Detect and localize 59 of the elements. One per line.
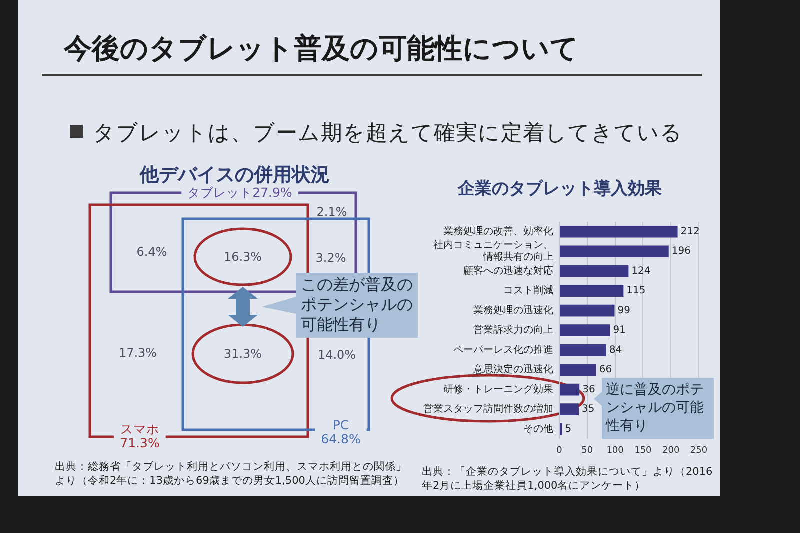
bar (560, 304, 615, 317)
x-tick-label: 250 (690, 446, 708, 456)
bar (560, 344, 606, 356)
text: 16.3% (224, 250, 262, 264)
bar (560, 384, 580, 396)
y-tick-label: 営業スタッフ訪問件数の増加 (424, 403, 554, 416)
y-tick-label: 社内コミュニケーション、情報共有の向上 (434, 239, 554, 264)
annotation: 逆に普及のポテンシャルの可能性有り (606, 381, 705, 436)
y-tick-label: 顧客への迅速な対応 (464, 264, 554, 277)
bar (560, 324, 610, 337)
y-tick-label: 業務処理の改善、効率化 (444, 225, 554, 238)
x-tick-label: 50 (582, 446, 594, 456)
bar (560, 226, 678, 238)
chart-title: 企業のタブレット導入効果 (456, 178, 663, 200)
category-label: PC (332, 418, 350, 433)
data-label: 5 (565, 424, 572, 435)
y-tick-label: 意思決定の迅速化 (472, 364, 554, 376)
category-label: スマホ (120, 422, 160, 437)
data-label: 124 (632, 266, 651, 277)
y-tick-label: 研修・トレーニング効果 (444, 383, 554, 396)
data-label: 196 (672, 246, 691, 258)
y-tick-label: コスト削減 (504, 284, 554, 297)
data-label: 212 (680, 226, 700, 238)
text: 14.0% (318, 348, 356, 362)
bar (560, 364, 596, 376)
text: この差が普及のポテンシャルの可能性有り (301, 275, 414, 335)
bar (560, 246, 669, 258)
data-label: 35 (582, 404, 595, 416)
text: 今後のタブレット普及の可能性について (64, 31, 579, 67)
data-label: 27.9% (252, 184, 292, 200)
bar (560, 265, 629, 278)
x-tick-label: 200 (662, 446, 680, 456)
y-tick-label: その他 (524, 422, 554, 435)
text: 2.1% (316, 205, 348, 219)
text: 17.3% (118, 346, 158, 360)
x-tick-label: 100 (606, 446, 624, 456)
y-tick-label: 業務処理の迅速化 (474, 304, 554, 316)
data-label: 64.8% (321, 432, 361, 448)
data-label: 84 (609, 344, 622, 356)
text: 他デバイスの併用状況 (138, 163, 331, 186)
data-label: 71.3% (120, 436, 160, 452)
text: タブレットは、ブーム期を超えて確実に定着してきている (93, 120, 683, 147)
data-label: 115 (626, 286, 646, 297)
data-label: 66 (599, 364, 612, 376)
x-tick-label: 0 (556, 446, 563, 456)
y-tick-label: ペーパーレス化の推進 (454, 344, 554, 356)
category-label: タブレット (188, 184, 253, 200)
text: 31.3% (224, 347, 262, 361)
data-label: 36 (582, 384, 596, 396)
source-note: 出典：「企業のタブレット導入効果について」より（2016年2月に上場企業社員1,000名にアンケート） (422, 466, 714, 494)
bar (560, 285, 624, 298)
text: 3.2% (316, 251, 346, 265)
data-label: 99 (618, 305, 630, 316)
source-note: 出典：総務省「タブレット利用とパソコン利用、スマホ利用との関係」より（令和2年に：13歳から69歳までの男女1,500人に訪問留置調査） (55, 461, 407, 488)
data-label: 91 (613, 325, 626, 336)
text: 6.4% (136, 245, 168, 259)
y-tick-label: 営業訴求力の向上 (474, 324, 554, 336)
bar (560, 404, 580, 416)
x-tick-label: 150 (634, 446, 652, 456)
